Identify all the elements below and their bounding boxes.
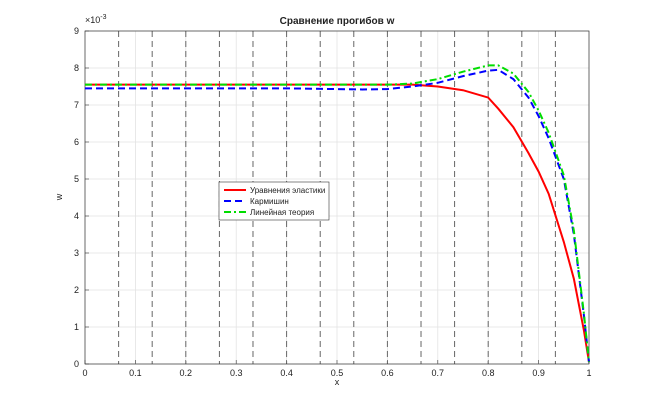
y-tick-label: 9	[74, 26, 79, 36]
series-line	[85, 68, 590, 363]
x-tick-label: 0.6	[381, 368, 394, 378]
y-tick-label: 3	[74, 248, 79, 258]
legend-label: Кармишин	[250, 197, 289, 206]
plot-frame	[84, 30, 590, 365]
x-tick-label: 1	[586, 368, 591, 378]
y-tick-label: 0	[74, 359, 79, 369]
x-tick-label: 0.7	[432, 368, 445, 378]
x-tick-label: 0.5	[331, 368, 344, 378]
x-axis-label: x	[335, 377, 340, 387]
chart-title: Сравнение прогибов w	[280, 15, 395, 27]
legend-label: Линейная теория	[250, 208, 314, 217]
x-tick-label: 0.1	[129, 368, 142, 378]
y-multiplier-exponent: -3	[100, 14, 106, 21]
y-tick-label: 7	[74, 100, 79, 110]
x-tick-label: 0.3	[230, 368, 243, 378]
x-tick-label: 0.2	[180, 368, 193, 378]
y-tick-label: 8	[74, 63, 79, 73]
y-multiplier: ×10-3	[85, 14, 107, 25]
y-tick-label: 1	[74, 322, 79, 332]
x-tick-label: 0.9	[532, 368, 545, 378]
y-axis-label: w	[54, 193, 64, 201]
y-tick-label: 5	[74, 174, 79, 184]
y-tick-label: 2	[74, 285, 79, 295]
x-tick-label: 0.8	[482, 368, 495, 378]
series-line	[85, 64, 590, 363]
y-tick-label: 6	[74, 137, 79, 147]
y-tick-label: 4	[74, 211, 79, 221]
x-tick-label: 0	[82, 368, 87, 378]
y-multiplier-base: ×10	[85, 15, 100, 25]
x-tick-label: 0.4	[280, 368, 293, 378]
legend-label: Уравнения эластики	[250, 186, 325, 195]
